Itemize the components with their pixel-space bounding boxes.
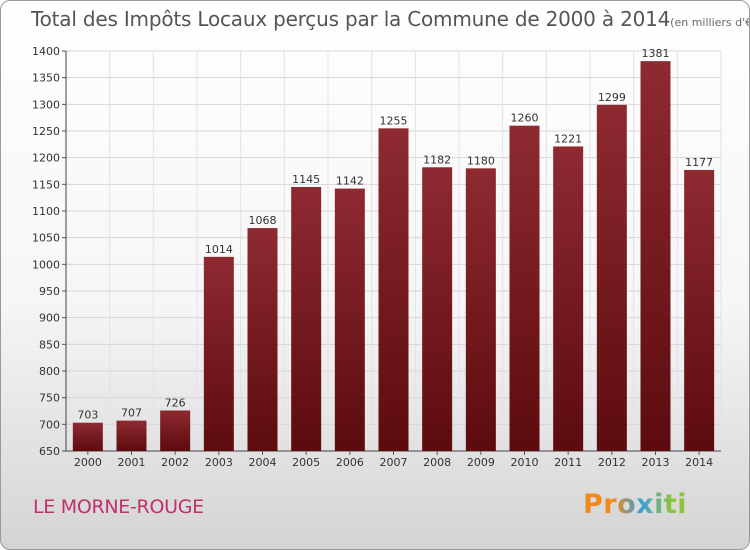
value-label-2003: 1014 bbox=[205, 243, 233, 256]
proxiti-logo: Proxiti bbox=[583, 489, 695, 529]
value-label-2013: 1381 bbox=[642, 47, 670, 60]
bar-2001 bbox=[116, 420, 147, 451]
bar-2012 bbox=[596, 104, 627, 451]
y-tick-label: 650 bbox=[39, 445, 60, 458]
value-label-2009: 1180 bbox=[467, 154, 495, 167]
value-label-2000: 703 bbox=[77, 409, 98, 422]
logo-text: Proxiti bbox=[583, 489, 687, 520]
bar-2011 bbox=[553, 146, 584, 451]
x-tick-label-2007: 2007 bbox=[380, 456, 408, 469]
x-tick-label-2005: 2005 bbox=[292, 456, 320, 469]
x-tick-label-2006: 2006 bbox=[336, 456, 364, 469]
y-tick-label: 800 bbox=[39, 365, 60, 378]
x-tick-label-2004: 2004 bbox=[249, 456, 277, 469]
bar-2004 bbox=[247, 228, 278, 451]
commune-name: LE MORNE-ROUGE bbox=[33, 496, 204, 518]
x-tick-label-2002: 2002 bbox=[161, 456, 189, 469]
y-tick-label: 1400 bbox=[32, 45, 60, 58]
bar-2000 bbox=[72, 422, 103, 451]
x-tick-label-2000: 2000 bbox=[74, 456, 102, 469]
bar-2009 bbox=[465, 168, 496, 452]
value-label-2004: 1068 bbox=[249, 214, 277, 227]
x-tick-label-2010: 2010 bbox=[511, 456, 539, 469]
value-label-2011: 1221 bbox=[554, 132, 582, 145]
axes: 650 700 750 800 850 900 950 1000 1050 1100 1150 120… bbox=[32, 45, 721, 469]
bar-2002 bbox=[160, 410, 191, 451]
x-tick-label-2009: 2009 bbox=[467, 456, 495, 469]
bar-2005 bbox=[291, 187, 322, 451]
bar-2010 bbox=[509, 125, 540, 452]
y-tick-label: 1250 bbox=[32, 125, 60, 138]
value-label-2006: 1142 bbox=[336, 175, 364, 188]
y-tick-label: 950 bbox=[39, 285, 60, 298]
y-tick-label: 1100 bbox=[32, 205, 60, 218]
bar-2006 bbox=[334, 188, 365, 451]
y-tick-label: 1350 bbox=[32, 72, 60, 85]
chart-title-text: Total des Impôts Locaux perçus par la Co… bbox=[31, 7, 671, 31]
x-tick-label-2013: 2013 bbox=[642, 456, 670, 469]
value-labels: 703 707 726 1014 1068 1145 1142 1255 1182 1180 126… bbox=[77, 47, 713, 422]
y-tick-label: 1050 bbox=[32, 232, 60, 245]
x-tick-label-2012: 2012 bbox=[598, 456, 626, 469]
value-label-2010: 1260 bbox=[511, 112, 539, 125]
y-tick-label: 1150 bbox=[32, 178, 60, 191]
y-tick-label: 700 bbox=[39, 418, 60, 431]
bars bbox=[72, 61, 715, 452]
value-label-2007: 1255 bbox=[380, 114, 408, 127]
value-label-2002: 726 bbox=[165, 396, 186, 409]
value-label-2008: 1182 bbox=[423, 153, 451, 166]
y-tick-label: 1200 bbox=[32, 152, 60, 165]
y-tick-label: 750 bbox=[39, 392, 60, 405]
bar-2014 bbox=[684, 169, 715, 451]
x-tick-label-2014: 2014 bbox=[685, 456, 713, 469]
value-label-2005: 1145 bbox=[292, 173, 320, 186]
y-tick-label: 900 bbox=[39, 312, 60, 325]
y-tick-label: 850 bbox=[39, 338, 60, 351]
chart-title: Total des Impôts Locaux perçus par la Co… bbox=[31, 7, 750, 31]
y-tick-label: 1300 bbox=[32, 98, 60, 111]
bar-2003 bbox=[203, 256, 234, 451]
value-label-2012: 1299 bbox=[598, 91, 626, 104]
bar-2008 bbox=[422, 167, 453, 451]
chart-subtitle: (en milliers d'€) bbox=[670, 16, 750, 29]
x-tick-label-2011: 2011 bbox=[554, 456, 582, 469]
x-tick-label-2008: 2008 bbox=[423, 456, 451, 469]
x-tick-label-2003: 2003 bbox=[205, 456, 233, 469]
bar-2013 bbox=[640, 61, 671, 452]
bar-2007 bbox=[378, 128, 409, 451]
x-tick-label-2001: 2001 bbox=[118, 456, 146, 469]
value-label-2014: 1177 bbox=[685, 156, 713, 169]
y-tick-label: 1000 bbox=[32, 258, 60, 271]
value-label-2001: 707 bbox=[121, 407, 142, 420]
